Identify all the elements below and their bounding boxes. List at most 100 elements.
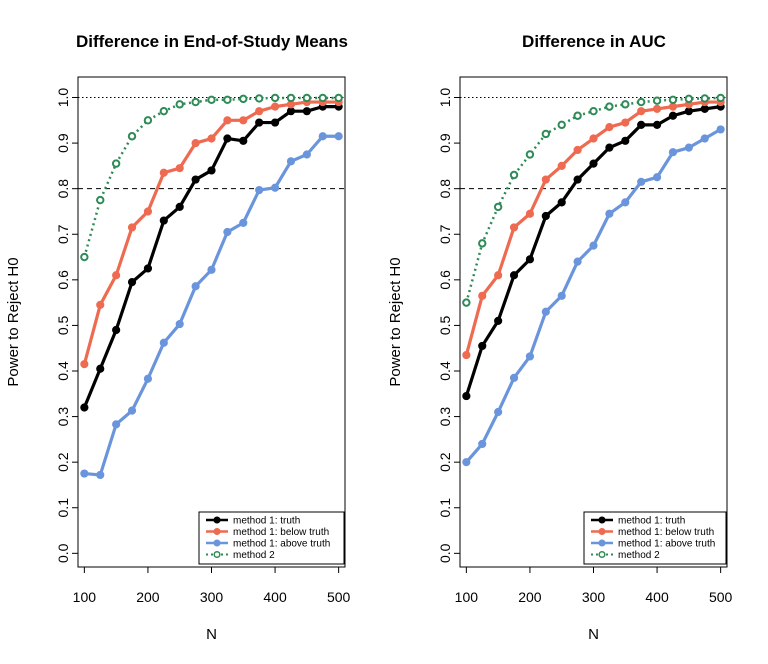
data-point bbox=[652, 120, 662, 129]
data-point bbox=[255, 118, 264, 127]
data-point bbox=[700, 94, 709, 103]
data-point bbox=[684, 143, 693, 152]
data-point bbox=[557, 291, 566, 300]
y-tick-label: 0.6 bbox=[437, 270, 453, 290]
legend-swatch-marker bbox=[213, 527, 221, 536]
data-point bbox=[80, 403, 89, 412]
x-tick-label: 100 bbox=[73, 589, 97, 605]
data-point bbox=[143, 116, 153, 125]
data-point bbox=[270, 183, 280, 192]
data-point bbox=[207, 134, 216, 143]
legend-label: method 1: below truth bbox=[618, 527, 714, 538]
data-point bbox=[541, 307, 550, 316]
x-tick-label: 300 bbox=[200, 589, 224, 605]
data-point bbox=[684, 94, 694, 104]
data-point bbox=[478, 239, 487, 248]
data-point bbox=[668, 148, 678, 157]
data-point bbox=[478, 439, 487, 449]
y-tick-label: 0.7 bbox=[55, 224, 71, 244]
y-tick-label: 0.4 bbox=[437, 361, 453, 381]
legend-swatch-marker bbox=[213, 539, 221, 547]
data-point bbox=[143, 264, 153, 273]
data-point bbox=[80, 360, 89, 369]
y-axis-label: Power to Reject H0 bbox=[387, 257, 404, 386]
y-tick-label: 0.5 bbox=[437, 315, 453, 335]
y-tick-label: 1.0 bbox=[437, 88, 453, 108]
legend-swatch-marker bbox=[598, 539, 606, 547]
data-point bbox=[175, 319, 184, 329]
series-line bbox=[83, 96, 339, 258]
data-point bbox=[96, 300, 105, 310]
data-point bbox=[541, 175, 550, 184]
data-point bbox=[191, 282, 200, 291]
data-point bbox=[700, 134, 709, 143]
data-point bbox=[191, 175, 200, 184]
data-point bbox=[525, 150, 535, 159]
data-point bbox=[652, 96, 662, 105]
data-point bbox=[573, 111, 582, 120]
data-point bbox=[223, 227, 232, 237]
data-point bbox=[270, 93, 280, 103]
data-point bbox=[286, 157, 296, 166]
data-point bbox=[509, 170, 519, 180]
legend-label: method 1: below truth bbox=[233, 527, 329, 538]
series-1 bbox=[80, 102, 343, 412]
legend-label: method 1: truth bbox=[618, 516, 685, 527]
data-point bbox=[96, 195, 105, 205]
data-point bbox=[286, 93, 296, 103]
data-point bbox=[621, 198, 630, 207]
data-point bbox=[302, 107, 311, 116]
data-point bbox=[127, 406, 137, 415]
series-3 bbox=[80, 132, 343, 480]
data-point bbox=[270, 118, 280, 127]
data-point bbox=[494, 271, 503, 280]
data-point bbox=[589, 159, 598, 168]
data-point bbox=[318, 93, 327, 103]
data-point bbox=[80, 252, 89, 262]
data-point bbox=[509, 271, 519, 280]
data-point bbox=[302, 150, 311, 159]
data-point bbox=[159, 106, 169, 116]
legend-label: method 2 bbox=[233, 550, 275, 561]
series-3 bbox=[462, 125, 725, 467]
series-line bbox=[465, 96, 721, 303]
series-line bbox=[465, 128, 722, 464]
data-point bbox=[716, 93, 725, 103]
legend-label: method 2 bbox=[618, 550, 660, 561]
data-point bbox=[478, 291, 487, 300]
data-point bbox=[207, 265, 216, 274]
series-line bbox=[84, 134, 339, 477]
legend-swatch-marker bbox=[598, 527, 606, 536]
data-point bbox=[239, 94, 248, 104]
data-point bbox=[207, 95, 216, 104]
data-point bbox=[270, 102, 280, 111]
y-tick-label: 0.9 bbox=[437, 133, 453, 153]
data-point bbox=[573, 145, 582, 155]
legend-swatch-marker bbox=[598, 550, 606, 559]
data-point bbox=[223, 116, 232, 125]
data-point bbox=[493, 202, 503, 212]
x-axis-label: N bbox=[588, 626, 599, 643]
chart-title: Difference in AUC bbox=[522, 32, 666, 51]
y-tick-label: 0.7 bbox=[437, 224, 453, 244]
data-point bbox=[589, 106, 598, 116]
data-point bbox=[112, 325, 121, 335]
data-point bbox=[96, 470, 105, 480]
y-tick-label: 0.8 bbox=[437, 179, 453, 199]
series-4 bbox=[80, 93, 343, 262]
data-point bbox=[700, 104, 709, 114]
legend-label: method 1: above truth bbox=[618, 539, 715, 550]
series-1 bbox=[462, 102, 725, 401]
data-point bbox=[286, 107, 296, 116]
data-point bbox=[191, 97, 200, 107]
x-tick-label: 200 bbox=[518, 589, 542, 605]
y-tick-label: 0.3 bbox=[55, 407, 71, 427]
y-tick-label: 0.5 bbox=[55, 315, 71, 335]
y-tick-label: 1.0 bbox=[55, 88, 71, 108]
legend-label: method 1: above truth bbox=[233, 539, 330, 550]
data-point bbox=[80, 469, 89, 478]
data-point bbox=[668, 95, 678, 104]
data-point bbox=[159, 216, 168, 225]
data-point bbox=[462, 391, 471, 401]
data-point bbox=[239, 218, 248, 227]
